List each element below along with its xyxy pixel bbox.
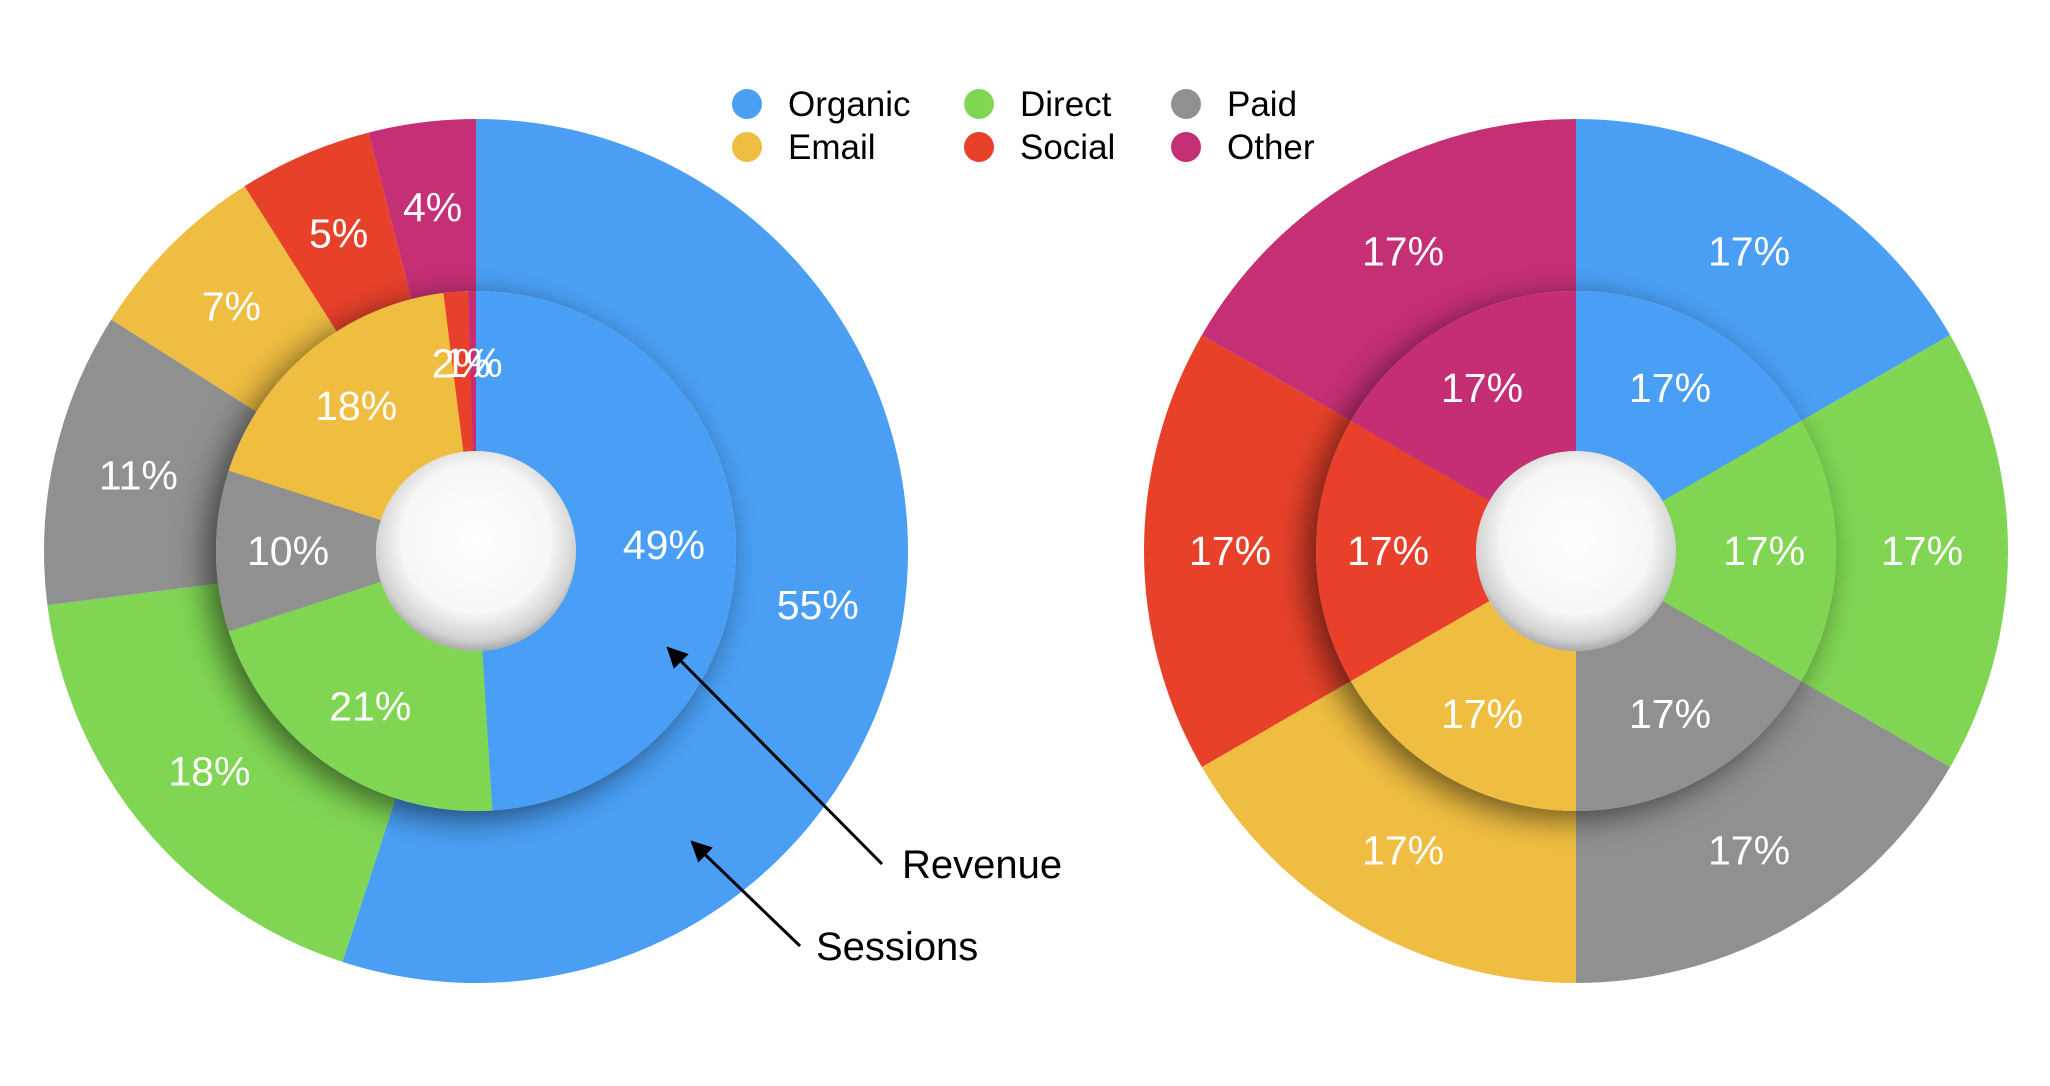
legend-item-organic: Organic (732, 85, 911, 124)
inner-ring-label-organic: 17% (1629, 365, 1711, 411)
outer-ring-slice-paid (43, 319, 257, 606)
outer-ring-label-social: 5% (309, 210, 368, 256)
inner-ring-slice-paid (1576, 601, 1802, 811)
outer-ring-label-other: 4% (403, 185, 462, 231)
inner-ring-label-social: 2% (432, 341, 491, 387)
outer-ring-slice-social (1144, 335, 1351, 767)
legend-label-direct: Direct (1020, 85, 1112, 124)
inner-ring-slice-organic (1576, 291, 1802, 501)
inner-ring-shadow-group (216, 291, 736, 811)
legend: Organic Email Direct Social Paid Other (732, 85, 1315, 167)
inner-ring-label-social: 17% (1347, 528, 1429, 574)
outer-ring (43, 119, 909, 983)
legend-swatch-organic (732, 89, 762, 119)
inner-ring-slice-email (228, 293, 464, 521)
inner-ring-shadow-group (1315, 291, 1836, 812)
revenue-annotation: Revenue (902, 843, 1062, 887)
legend-swatch-other (1171, 132, 1201, 162)
outer-ring (1144, 119, 2008, 983)
outer-ring-label-organic: 17% (1708, 228, 1790, 274)
legend-label-organic: Organic (788, 85, 911, 124)
outer-ring-label-other: 17% (1362, 228, 1444, 274)
outer-ring-slice-paid (1576, 681, 1951, 983)
legend-swatch-direct (964, 89, 994, 119)
inner-ring-label-paid: 17% (1629, 691, 1711, 737)
legend-label-email: Email (788, 128, 876, 167)
inner-ring-label-other: 17% (1441, 365, 1523, 411)
inner-ring-label-email: 17% (1441, 691, 1523, 737)
outer-ring-slice-email (1201, 681, 1576, 983)
inner-ring-slice-direct (1662, 421, 1836, 681)
outer-ring-slice-direct (47, 583, 396, 962)
outer-ring-label-email: 7% (202, 283, 261, 329)
legend-label-social: Social (1020, 128, 1115, 167)
inner-ring (216, 291, 736, 811)
outer-ring-slice-social (244, 132, 412, 332)
legend-item-other: Other (1171, 128, 1315, 167)
outer-ring-slice-direct (1801, 335, 2008, 767)
outer-ring-slice-organic (1576, 119, 1951, 421)
legend-item-direct: Direct (964, 85, 1112, 124)
sessions-revenue-donut: 55% 18% 11% 7% 5% 4% 49% 21% 10% 18% 2%1% (43, 119, 909, 983)
inner-ring-label-other: 1% (443, 340, 502, 386)
outer-ring-label-social: 17% (1189, 528, 1271, 574)
outer-ring-label-direct: 18% (168, 749, 250, 795)
outer-ring-label-direct: 17% (1881, 528, 1963, 574)
outer-ring-label-email: 17% (1362, 828, 1444, 874)
inner-ring-slice-email (1350, 601, 1576, 812)
legend-item-social: Social (964, 128, 1115, 167)
inner-ring-slice-other (467, 291, 476, 452)
legend-swatch-email (732, 132, 762, 162)
sessions-annotation: Sessions (816, 925, 978, 969)
inner-ring-slice-paid (216, 470, 381, 632)
inner-ring-label-direct: 17% (1723, 528, 1805, 574)
legend-swatch-social (964, 132, 994, 162)
inner-ring-label-organic: 49% (623, 522, 705, 568)
outer-ring-label-organic: 55% (777, 582, 859, 628)
outer-ring-slice-email (111, 186, 337, 412)
outer-ring-slice-organic (342, 119, 909, 983)
inner-ring-label-paid: 10% (247, 528, 329, 574)
outer-ring-slice-other (368, 119, 476, 300)
donut-hole (1476, 451, 1676, 651)
inner-ring-label-email: 18% (315, 383, 397, 429)
inner-ring-slice-social (443, 291, 473, 452)
annotations: Revenue Sessions (666, 646, 1062, 969)
inner-ring (1315, 291, 1836, 812)
sessions-arrow (690, 840, 802, 948)
legend-swatch-paid (1171, 89, 1201, 119)
inner-ring-slice-direct (228, 581, 493, 811)
equal-share-donut: 17% 17% 17% 17% 17% 17% 17% 17% 17% 17% 17% 17% (1144, 119, 2008, 983)
legend-item-email: Email (732, 128, 876, 167)
legend-item-paid: Paid (1171, 85, 1297, 124)
revenue-arrow (666, 646, 884, 866)
outer-ring-label-paid: 17% (1708, 828, 1790, 874)
donut-hole (376, 451, 576, 651)
inner-ring-slice-organic (476, 291, 736, 811)
inner-ring-slice-other (1350, 291, 1576, 501)
legend-label-other: Other (1227, 128, 1315, 167)
outer-ring-label-paid: 11% (99, 453, 178, 499)
outer-ring-slice-other (1201, 119, 1576, 421)
legend-label-paid: Paid (1227, 85, 1297, 124)
inner-ring-label-direct: 21% (329, 683, 411, 729)
inner-ring-slice-social (1315, 421, 1490, 681)
